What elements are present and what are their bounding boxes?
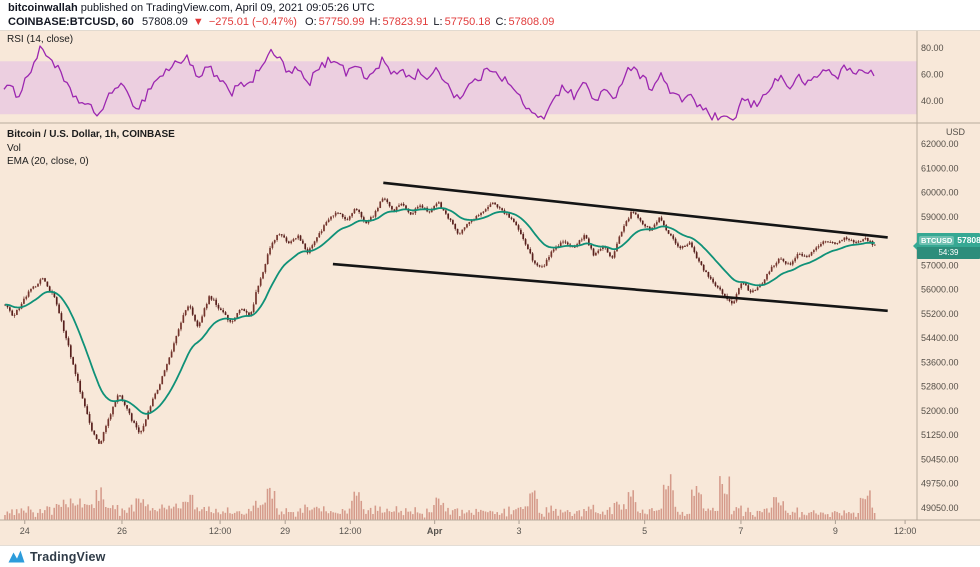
legend-ema[interactable]: EMA (20, close, 0) xyxy=(7,156,89,167)
svg-text:9: 9 xyxy=(833,526,838,536)
svg-text:7: 7 xyxy=(738,526,743,536)
price-change: −275.01 (−0.47%) xyxy=(208,16,297,28)
svg-text:12:00: 12:00 xyxy=(339,526,362,536)
bar-countdown: 54:39 xyxy=(917,247,980,259)
candles xyxy=(4,197,876,445)
rsi-line xyxy=(3,45,875,121)
tradingview-logo-icon[interactable] xyxy=(8,550,25,563)
volume-bars xyxy=(4,474,876,520)
author-name: bitcoinwallah xyxy=(8,2,78,14)
ohlc-label: L: xyxy=(433,16,443,28)
price-axis-labels: USD 80.00 60.00 40.00 62000.00 61000.00 60000.… xyxy=(921,43,966,513)
ohlc-value: 57750.18 xyxy=(444,16,491,28)
ohlc-value: 57750.99 xyxy=(318,16,365,28)
rsi-band xyxy=(0,61,917,115)
svg-text:49050.00: 49050.00 xyxy=(921,503,959,513)
price-tag-value: 57808.09 xyxy=(957,235,980,245)
published-note: published on TradingView.com, April 09, … xyxy=(77,2,375,14)
price-tag-symbol: BTCUSD xyxy=(919,235,955,245)
svg-text:53600.00: 53600.00 xyxy=(921,357,959,367)
svg-text:50450.00: 50450.00 xyxy=(921,455,959,465)
time-scale[interactable] xyxy=(0,520,917,546)
ohlc-values: O: 57750.99 H: 57823.91 L: 57750.18 C: 57808.09 xyxy=(305,16,559,28)
svg-text:24: 24 xyxy=(20,526,30,536)
svg-text:80.00: 80.00 xyxy=(921,43,944,53)
ohlc-label: C: xyxy=(495,16,507,28)
chart-canvas[interactable]: USD 80.00 60.00 40.00 62000.00 61000.00 60000.… xyxy=(0,31,980,546)
svg-text:12:00: 12:00 xyxy=(209,526,232,536)
svg-text:USD: USD xyxy=(946,127,966,137)
svg-text:57000.00: 57000.00 xyxy=(921,260,959,270)
svg-text:61000.00: 61000.00 xyxy=(921,163,959,173)
brand-name[interactable]: TradingView xyxy=(30,549,106,564)
svg-text:51250.00: 51250.00 xyxy=(921,430,959,440)
rsi-legend[interactable]: RSI (14, close) xyxy=(7,34,74,45)
price-tag-row: BTCUSD 57808.09 xyxy=(917,233,980,247)
svg-text:54400.00: 54400.00 xyxy=(921,333,959,343)
svg-text:49750.00: 49750.00 xyxy=(921,479,959,489)
svg-text:5: 5 xyxy=(642,526,647,536)
ohlc-label: O: xyxy=(305,16,317,28)
header: bitcoinwallah published on TradingView.c… xyxy=(0,0,980,30)
symbol-interval: COINBASE:BTCUSD, 60 xyxy=(8,16,134,28)
main-chart-legend: Bitcoin / U.S. Dollar, 1h, COINBASE Vol … xyxy=(7,128,175,169)
svg-text:12:00: 12:00 xyxy=(894,526,917,536)
ohlc-value: 57823.91 xyxy=(382,16,429,28)
down-arrow-icon: ▼ xyxy=(192,16,204,28)
svg-text:55200.00: 55200.00 xyxy=(921,309,959,319)
panel-dividers xyxy=(0,31,980,521)
legend-symbol-title[interactable]: Bitcoin / U.S. Dollar, 1h, COINBASE xyxy=(7,129,175,140)
svg-text:Apr: Apr xyxy=(427,526,443,536)
legend-volume[interactable]: Vol xyxy=(7,142,21,154)
trendlines xyxy=(332,181,888,313)
price-scale[interactable] xyxy=(917,31,980,520)
last-price: 57808.09 xyxy=(141,16,188,28)
footer: TradingView xyxy=(0,545,980,567)
symbol-status-row: COINBASE:BTCUSD, 60 57808.09 ▼ −275.01 (… xyxy=(8,16,564,28)
svg-text:52000.00: 52000.00 xyxy=(921,406,959,416)
ohlc-label: H: xyxy=(369,16,381,28)
svg-text:29: 29 xyxy=(280,526,290,536)
svg-text:3: 3 xyxy=(517,526,522,536)
ohlc-value: 57808.09 xyxy=(508,16,555,28)
svg-text:40.00: 40.00 xyxy=(921,96,944,106)
last-price-tag: BTCUSD 57808.09 54:39 xyxy=(913,233,980,259)
time-axis-labels: 24 26 12:00 29 12:00 Apr 3 5 7 9 12:00 xyxy=(20,520,917,536)
svg-text:59000.00: 59000.00 xyxy=(921,212,959,222)
svg-text:62000.00: 62000.00 xyxy=(921,139,959,149)
chart-region: USD 80.00 60.00 40.00 62000.00 61000.00 60000.… xyxy=(0,30,980,545)
svg-text:56000.00: 56000.00 xyxy=(921,285,959,295)
svg-text:60000.00: 60000.00 xyxy=(921,188,959,198)
svg-text:60.00: 60.00 xyxy=(921,70,944,80)
ema-line xyxy=(5,207,875,415)
svg-text:26: 26 xyxy=(117,526,127,536)
svg-text:52800.00: 52800.00 xyxy=(921,382,959,392)
publish-info: bitcoinwallah published on TradingView.c… xyxy=(8,2,375,14)
